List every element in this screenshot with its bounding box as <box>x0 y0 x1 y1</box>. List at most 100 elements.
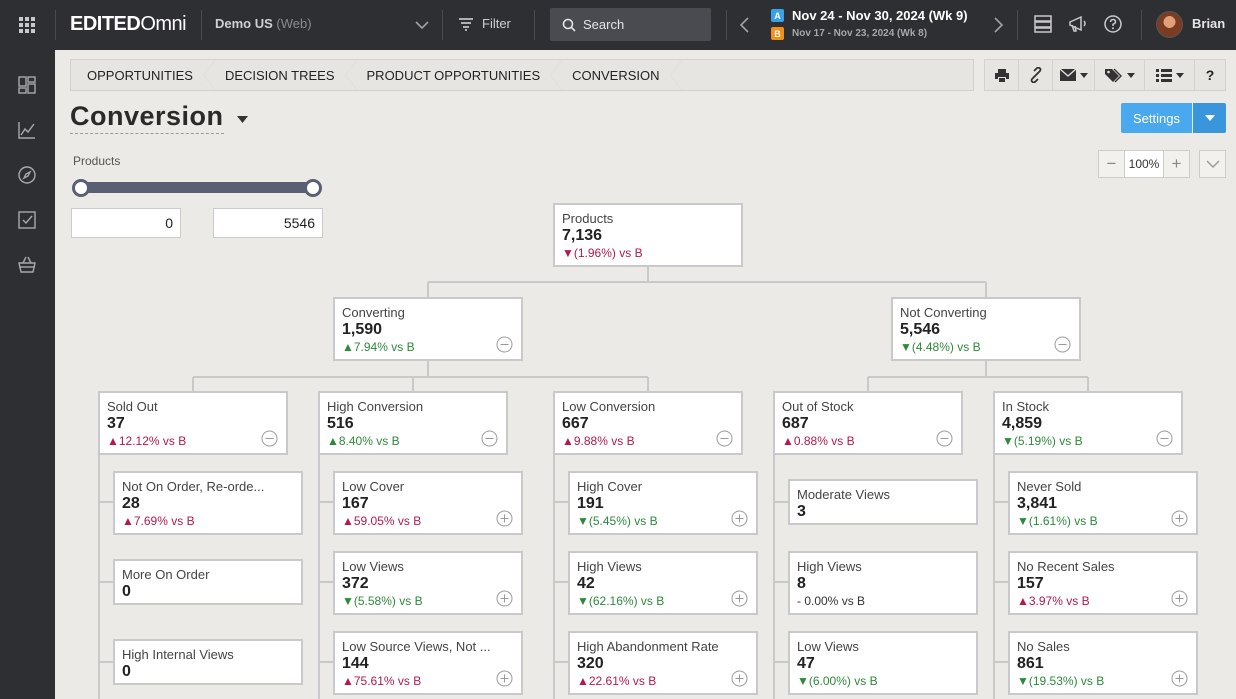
tags-icon <box>1104 68 1122 82</box>
expand-plus-icon[interactable] <box>731 590 748 607</box>
tree-node-more-on-order[interactable]: More On Order 0 <box>113 559 303 605</box>
tree-node-low-views[interactable]: Low Views 372 ▼(5.58%) vs B <box>333 551 523 615</box>
analytics-icon[interactable] <box>17 120 37 140</box>
range-slider-max-handle[interactable] <box>304 179 322 197</box>
tree-node-oos-low-views[interactable]: Low Views 47 ▼(6.00%) vs B <box>788 631 978 695</box>
collapse-minus-icon[interactable] <box>936 430 953 447</box>
zoom-out-button[interactable]: − <box>1098 150 1125 178</box>
print-button[interactable] <box>985 60 1019 90</box>
collapse-minus-icon[interactable] <box>1054 336 1071 353</box>
node-value: 0 <box>122 583 131 600</box>
node-value: 0 <box>122 663 131 680</box>
node-value: 157 <box>1017 575 1044 592</box>
period-b[interactable]: B Nov 17 - Nov 23, 2024 (Wk 8) <box>771 27 927 40</box>
breadcrumb-item-conversion[interactable]: CONVERSION <box>556 60 675 90</box>
range-slider-min-handle[interactable] <box>72 179 90 197</box>
divider <box>726 10 727 40</box>
help-icon[interactable] <box>1103 14 1123 34</box>
email-menu-button[interactable] <box>1053 60 1095 90</box>
basket-icon[interactable] <box>17 255 37 275</box>
tree-node-in-stock[interactable]: In Stock 4,859 ▼(5.19%) vs B <box>993 391 1183 455</box>
next-period-icon[interactable] <box>991 16 1005 34</box>
breadcrumb-item-opportunities[interactable]: OPPORTUNITIES <box>71 60 209 90</box>
zoom-options-button[interactable] <box>1199 150 1226 178</box>
title-caret-down-icon[interactable] <box>237 116 248 123</box>
tree-node-moderate-views[interactable]: Moderate Views 3 <box>788 479 978 525</box>
breadcrumb-item-product-opportunities[interactable]: PRODUCT OPPORTUNITIES <box>351 60 557 90</box>
help-button[interactable]: ? <box>1195 60 1225 90</box>
expand-plus-icon[interactable] <box>1171 670 1188 687</box>
divider <box>201 10 202 40</box>
divider <box>1141 10 1142 40</box>
tree-node-sold-out[interactable]: Sold Out 37 ▲12.12% vs B <box>98 391 288 455</box>
storage-icon[interactable] <box>1033 14 1053 34</box>
tree-node-out-of-stock[interactable]: Out of Stock 687 ▲0.88% vs B <box>773 391 963 455</box>
range-slider-track[interactable] <box>80 182 313 193</box>
node-delta: ▲12.12% vs B <box>107 434 187 448</box>
chevron-down-icon[interactable] <box>414 17 430 33</box>
list-menu-button[interactable] <box>1145 60 1195 90</box>
collapse-minus-icon[interactable] <box>1156 430 1173 447</box>
email-icon <box>1059 69 1076 81</box>
expand-plus-icon[interactable] <box>1171 590 1188 607</box>
account-name: Demo US <box>215 16 273 31</box>
tree-node-high-abandonment-rate[interactable]: High Abandonment Rate 320 ▲22.61% vs B <box>568 631 758 695</box>
node-label: No Sales <box>1017 639 1070 654</box>
link-button[interactable] <box>1019 60 1053 90</box>
app-logo[interactable]: EDITEDOmni <box>70 13 187 36</box>
account-selector[interactable]: Demo US (Web) <box>215 16 312 31</box>
tree-node-not-on-order[interactable]: Not On Order, Re-orde... 28 ▲7.69% vs B <box>113 471 303 535</box>
node-label: Low Source Views, Not ... <box>342 639 491 654</box>
expand-plus-icon[interactable] <box>496 590 513 607</box>
tree-node-no-recent-sales[interactable]: No Recent Sales 157 ▲3.97% vs B <box>1008 551 1198 615</box>
expand-plus-icon[interactable] <box>496 510 513 527</box>
top-bar: EDITEDOmni Demo US (Web) Filter Search A… <box>0 0 1236 50</box>
previous-period-icon[interactable] <box>738 16 752 34</box>
expand-plus-icon[interactable] <box>731 510 748 527</box>
page-title[interactable]: Conversion <box>70 101 224 134</box>
expand-plus-icon[interactable] <box>496 670 513 687</box>
user-avatar[interactable] <box>1156 11 1183 38</box>
tree-node-low-conversion[interactable]: Low Conversion 667 ▲9.88% vs B <box>553 391 743 455</box>
collapse-minus-icon[interactable] <box>261 430 278 447</box>
apps-grid-icon[interactable] <box>17 15 37 35</box>
period-a[interactable]: A Nov 24 - Nov 30, 2024 (Wk 9) <box>771 8 968 23</box>
breadcrumb-item-decision-trees[interactable]: DECISION TREES <box>209 60 351 90</box>
expand-plus-icon[interactable] <box>1171 510 1188 527</box>
tree-node-oos-high-views[interactable]: High Views 8 - 0.00% vs B <box>788 551 978 615</box>
tree-node-high-cover[interactable]: High Cover 191 ▼(5.45%) vs B <box>568 471 758 535</box>
range-max-input[interactable]: 5546 <box>213 208 323 238</box>
search-input[interactable]: Search <box>550 8 711 41</box>
tree-node-not-converting[interactable]: Not Converting 5,546 ▼(4.48%) vs B <box>891 297 1081 361</box>
filter-button[interactable]: Filter <box>458 16 511 31</box>
tree-node-low-cover[interactable]: Low Cover 167 ▲59.05% vs B <box>333 471 523 535</box>
tasks-checkbox-icon[interactable] <box>17 210 37 230</box>
announcements-icon[interactable] <box>1067 14 1089 34</box>
tree-node-products[interactable]: Products 7,136 ▼(1.96%) vs B <box>553 203 743 267</box>
collapse-minus-icon[interactable] <box>496 336 513 353</box>
tree-node-high-views[interactable]: High Views 42 ▼(62.16%) vs B <box>568 551 758 615</box>
collapse-minus-icon[interactable] <box>481 430 498 447</box>
collapse-minus-icon[interactable] <box>716 430 733 447</box>
dashboard-icon[interactable] <box>17 75 37 95</box>
user-name[interactable]: Brian <box>1192 16 1226 31</box>
node-value: 28 <box>122 495 140 512</box>
settings-dropdown-button[interactable] <box>1193 103 1226 133</box>
settings-button[interactable]: Settings <box>1121 103 1192 133</box>
zoom-in-button[interactable]: + <box>1163 150 1190 178</box>
tree-node-low-source-views[interactable]: Low Source Views, Not ... 144 ▲75.61% vs… <box>333 631 523 695</box>
explore-compass-icon[interactable] <box>17 165 37 185</box>
expand-plus-icon[interactable] <box>731 670 748 687</box>
caret-down-icon <box>1204 115 1215 121</box>
tree-node-high-conversion[interactable]: High Conversion 516 ▲8.40% vs B <box>318 391 508 455</box>
range-min-input[interactable]: 0 <box>71 208 181 238</box>
tree-node-high-internal-views[interactable]: High Internal Views 0 <box>113 639 303 685</box>
zoom-control: − 100% + <box>1098 150 1190 178</box>
node-delta: ▲8.40% vs B <box>327 434 400 448</box>
tree-node-no-sales[interactable]: No Sales 861 ▼(19.53%) vs B <box>1008 631 1198 695</box>
tree-node-converting[interactable]: Converting 1,590 ▲7.94% vs B <box>333 297 523 361</box>
tags-menu-button[interactable] <box>1095 60 1145 90</box>
node-delta: ▼(19.53%) vs B <box>1017 674 1105 688</box>
tree-node-never-sold[interactable]: Never Sold 3,841 ▼(1.61%) vs B <box>1008 471 1198 535</box>
